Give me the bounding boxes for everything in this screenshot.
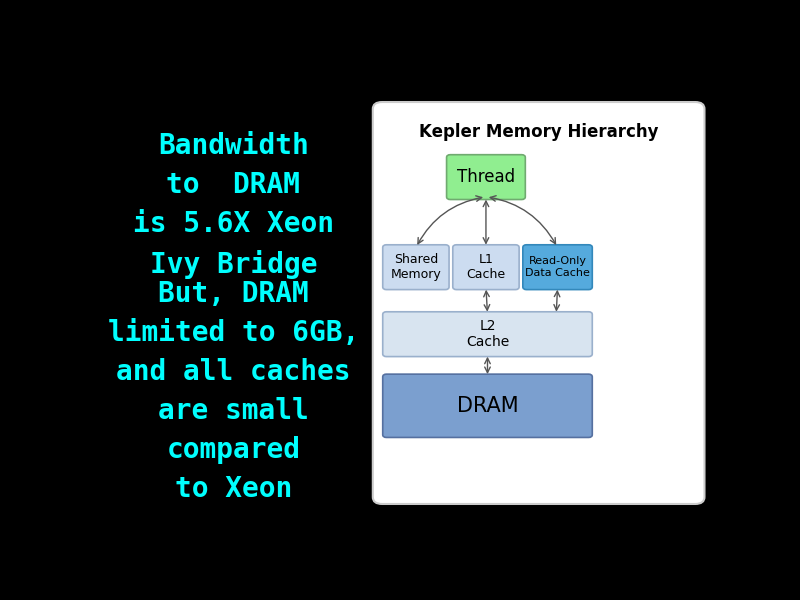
Text: Bandwidth
to  DRAM
is 5.6X Xeon
Ivy Bridge: Bandwidth to DRAM is 5.6X Xeon Ivy Bridg… (133, 132, 334, 278)
FancyBboxPatch shape (446, 155, 526, 200)
Text: Read-Only
Data Cache: Read-Only Data Cache (525, 256, 590, 278)
FancyBboxPatch shape (373, 102, 705, 504)
FancyBboxPatch shape (382, 312, 592, 356)
FancyBboxPatch shape (523, 245, 592, 290)
Text: L1
Cache: L1 Cache (466, 253, 506, 281)
FancyBboxPatch shape (382, 374, 592, 437)
FancyBboxPatch shape (453, 245, 519, 290)
Text: DRAM: DRAM (457, 396, 518, 416)
Text: L2
Cache: L2 Cache (466, 319, 509, 349)
Text: Shared
Memory: Shared Memory (390, 253, 442, 281)
FancyBboxPatch shape (382, 245, 449, 290)
Text: Thread: Thread (457, 168, 515, 186)
Text: Kepler Memory Hierarchy: Kepler Memory Hierarchy (419, 123, 658, 141)
Text: But, DRAM
limited to 6GB,
and all caches
are small
compared
to Xeon: But, DRAM limited to 6GB, and all caches… (108, 280, 359, 503)
